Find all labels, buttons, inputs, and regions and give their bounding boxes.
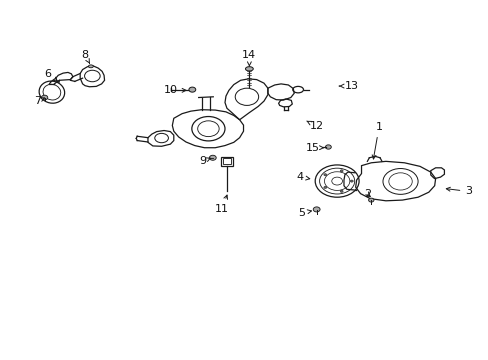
- Ellipse shape: [323, 174, 326, 176]
- Text: 5: 5: [298, 208, 311, 218]
- Text: 15: 15: [305, 143, 323, 153]
- Text: 12: 12: [306, 121, 323, 131]
- Ellipse shape: [325, 145, 330, 149]
- Text: 13: 13: [339, 81, 358, 91]
- Ellipse shape: [209, 155, 216, 160]
- Ellipse shape: [245, 67, 253, 71]
- Text: 6: 6: [44, 69, 57, 81]
- Text: 10: 10: [163, 85, 185, 95]
- Ellipse shape: [188, 87, 195, 92]
- Text: 1: 1: [371, 122, 382, 159]
- Ellipse shape: [88, 65, 93, 68]
- Text: 7: 7: [34, 96, 44, 106]
- Text: 8: 8: [81, 50, 89, 63]
- Ellipse shape: [313, 207, 320, 212]
- Text: 9: 9: [199, 156, 210, 166]
- Text: 14: 14: [242, 50, 256, 66]
- Ellipse shape: [340, 170, 343, 172]
- Text: 3: 3: [446, 186, 471, 197]
- Ellipse shape: [323, 186, 326, 189]
- Text: 2: 2: [363, 189, 370, 199]
- Ellipse shape: [41, 95, 48, 100]
- Text: 4: 4: [296, 172, 309, 182]
- Ellipse shape: [340, 190, 343, 192]
- Text: 11: 11: [215, 195, 228, 214]
- Ellipse shape: [349, 180, 352, 182]
- Ellipse shape: [368, 198, 373, 202]
